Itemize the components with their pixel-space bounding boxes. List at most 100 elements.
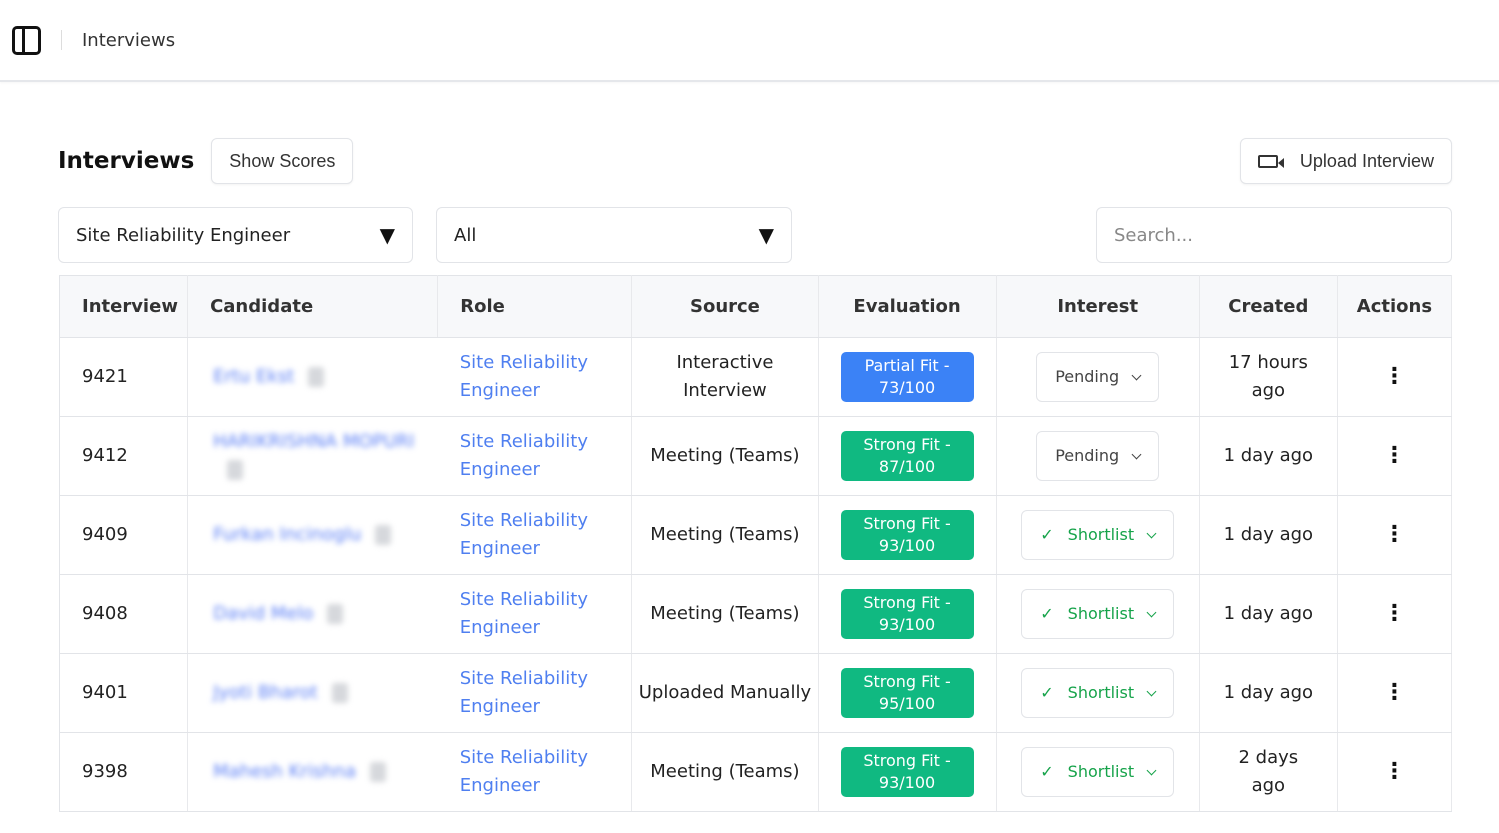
evaluation-cell: Strong Fit - 87/100 xyxy=(818,416,997,496)
evaluation-cell: Strong Fit - 95/100 xyxy=(818,653,997,733)
video-camera-icon xyxy=(1257,154,1284,168)
search-input[interactable] xyxy=(1096,207,1452,263)
dropdown-triangle-icon: ▼ xyxy=(758,223,774,247)
dropdown-triangle-icon: ▼ xyxy=(379,223,395,247)
check-icon: ✓ xyxy=(1040,762,1054,781)
sidebar-toggle-icon[interactable] xyxy=(12,25,41,55)
interest-dropdown[interactable]: ✓ Shortlist xyxy=(1021,589,1175,639)
candidate-name[interactable]: Mahesh Krishna xyxy=(187,732,438,812)
document-icon[interactable] xyxy=(331,683,348,703)
created: 1 day ago xyxy=(1199,416,1338,496)
source: Meeting (Teams) xyxy=(631,732,819,812)
candidate-name-text[interactable]: Ertu Ekst xyxy=(213,366,295,387)
interest-cell: Pending xyxy=(996,337,1200,417)
role-link[interactable]: Site Reliability Engineer xyxy=(437,416,633,496)
interest-value: Pending xyxy=(1055,446,1120,465)
upload-interview-button[interactable]: Upload Interview xyxy=(1239,138,1452,184)
evaluation-badge: Strong Fit - 93/100 xyxy=(840,510,974,560)
more-actions-icon[interactable]: ⋮ xyxy=(1383,363,1406,389)
column-header-candidate: Candidate xyxy=(187,275,439,338)
candidate-name-text[interactable]: David Melo xyxy=(213,603,314,624)
interviews-table: Interview Candidate Role Source Evaluation In… xyxy=(59,275,1453,812)
chevron-down-icon xyxy=(1146,528,1157,538)
breadcrumb: Interviews xyxy=(82,29,176,51)
interest-dropdown[interactable]: Pending xyxy=(1036,352,1160,402)
candidate-name-text[interactable]: HARIKRISHNA MOPURI xyxy=(213,431,415,452)
document-icon[interactable] xyxy=(375,525,392,545)
upload-label: Upload Interview xyxy=(1299,150,1434,171)
interest-cell: ✓ Shortlist xyxy=(996,495,1200,575)
candidate-name-text[interactable]: Furkan Incinoglu xyxy=(213,524,362,545)
document-icon[interactable] xyxy=(370,762,387,782)
chevron-down-icon xyxy=(1146,686,1157,696)
evaluation-cell: Partial Fit - 73/100 xyxy=(818,337,997,417)
more-actions-icon[interactable]: ⋮ xyxy=(1383,442,1406,468)
source: Meeting (Teams) xyxy=(631,574,819,654)
interest-value: Shortlist xyxy=(1067,604,1135,623)
table-row[interactable]: 9401 Jyoti Bharot Site Reliability Engin… xyxy=(59,653,1453,733)
role-filter-select[interactable]: Site Reliability Engineer ▼ xyxy=(58,207,413,263)
actions-cell: ⋮ xyxy=(1337,337,1453,417)
role-link[interactable]: Site Reliability Engineer xyxy=(437,732,633,812)
role-link[interactable]: Site Reliability Engineer xyxy=(437,495,633,575)
candidate-name[interactable]: David Melo xyxy=(187,574,438,654)
evaluation-badge: Strong Fit - 93/100 xyxy=(840,589,974,639)
actions-cell: ⋮ xyxy=(1337,574,1453,654)
created: 1 day ago xyxy=(1199,574,1338,654)
candidate-name[interactable]: Furkan Incinoglu xyxy=(187,495,438,575)
more-actions-icon[interactable]: ⋮ xyxy=(1383,679,1406,705)
interest-value: Shortlist xyxy=(1067,762,1135,781)
table-row[interactable]: 9412 HARIKRISHNA MOPURI Site Reliability… xyxy=(59,416,1453,496)
role-link[interactable]: Site Reliability Engineer xyxy=(437,337,633,417)
status-filter-value: All xyxy=(454,224,477,246)
chevron-down-icon xyxy=(1131,370,1142,380)
source: Meeting (Teams) xyxy=(631,416,819,496)
role-link[interactable]: Site Reliability Engineer xyxy=(437,574,633,654)
candidate-name-text[interactable]: Mahesh Krishna xyxy=(213,761,357,782)
page-header: Interviews Show Scores Upload Interview xyxy=(58,138,1452,184)
column-header-created: Created xyxy=(1199,275,1338,338)
more-actions-icon[interactable]: ⋮ xyxy=(1383,758,1406,784)
interest-dropdown[interactable]: ✓ Shortlist xyxy=(1021,747,1175,797)
interest-cell: Pending xyxy=(996,416,1200,496)
actions-cell: ⋮ xyxy=(1337,732,1453,812)
evaluation-badge: Strong Fit - 95/100 xyxy=(840,668,974,718)
source: Uploaded Manually xyxy=(631,653,819,733)
interview-id: 9421 xyxy=(59,337,189,417)
interest-dropdown[interactable]: ✓ Shortlist xyxy=(1021,510,1175,560)
table-row[interactable]: 9409 Furkan Incinoglu Site Reliability E… xyxy=(59,495,1453,575)
column-header-interview: Interview xyxy=(59,275,189,338)
status-filter-select[interactable]: All ▼ xyxy=(436,207,792,263)
table-row[interactable]: 9398 Mahesh Krishna Site Reliability Eng… xyxy=(59,732,1453,812)
column-header-role: Role xyxy=(437,275,633,338)
actions-cell: ⋮ xyxy=(1337,416,1453,496)
role-link[interactable]: Site Reliability Engineer xyxy=(437,653,633,733)
document-icon[interactable] xyxy=(227,460,244,480)
interest-cell: ✓ Shortlist xyxy=(996,653,1200,733)
candidate-name-text[interactable]: Jyoti Bharot xyxy=(213,682,318,703)
interview-id: 9401 xyxy=(59,653,189,733)
document-icon[interactable] xyxy=(327,604,344,624)
table-row[interactable]: 9408 David Melo Site Reliability Enginee… xyxy=(59,574,1453,654)
candidate-name[interactable]: HARIKRISHNA MOPURI xyxy=(187,416,438,496)
source: Interactive Interview xyxy=(631,337,819,417)
interest-dropdown[interactable]: ✓ Shortlist xyxy=(1021,668,1175,718)
divider xyxy=(61,30,62,50)
role-filter-value: Site Reliability Engineer xyxy=(76,224,291,246)
check-icon: ✓ xyxy=(1040,604,1054,623)
candidate-name[interactable]: Jyoti Bharot xyxy=(187,653,438,733)
more-actions-icon[interactable]: ⋮ xyxy=(1383,521,1406,547)
interest-value: Shortlist xyxy=(1067,683,1135,702)
interview-id: 9412 xyxy=(59,416,189,496)
evaluation-cell: Strong Fit - 93/100 xyxy=(818,574,997,654)
show-scores-button[interactable]: Show Scores xyxy=(211,138,354,184)
evaluation-badge: Strong Fit - 87/100 xyxy=(840,431,974,481)
interest-dropdown[interactable]: Pending xyxy=(1036,431,1160,481)
table-row[interactable]: 9421 Ertu Ekst Site Reliability Engineer… xyxy=(59,337,1453,417)
candidate-name[interactable]: Ertu Ekst xyxy=(187,337,438,417)
interview-id: 9398 xyxy=(59,732,189,812)
interview-id: 9408 xyxy=(59,574,189,654)
more-actions-icon[interactable]: ⋮ xyxy=(1383,600,1406,626)
actions-cell: ⋮ xyxy=(1337,653,1453,733)
document-icon[interactable] xyxy=(308,367,325,387)
